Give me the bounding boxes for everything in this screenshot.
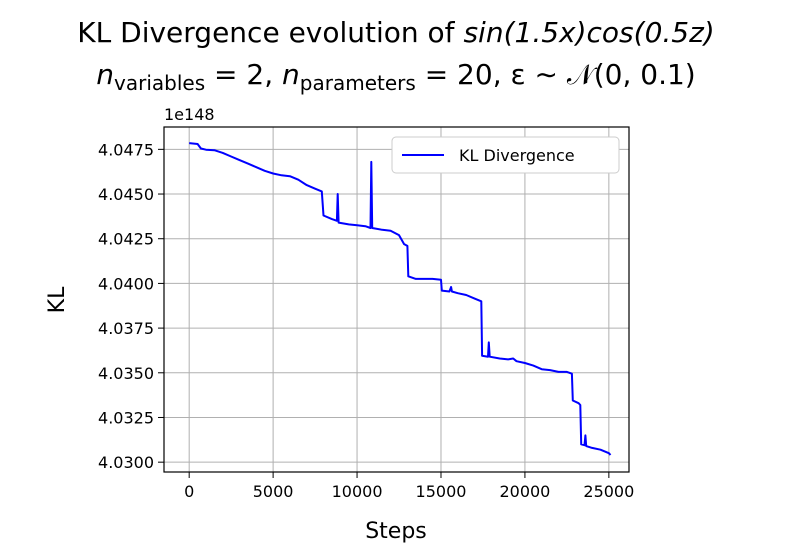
x-tick-label: 25000 [583,482,634,501]
y-offset-label: 1e148 [164,105,215,124]
y-tick-label: 4.0425 [98,230,154,249]
x-axis-label: Steps [365,519,427,544]
y-tick-label: 4.0400 [98,274,154,293]
kl-divergence-line [189,142,612,456]
series-group [189,142,612,456]
n-parameters-value: = 20, [416,58,511,91]
y-axis-ticks: 4.0300 4.0325 4.0350 4.0375 4.0400 4.0425 4.04… [98,140,164,472]
legend: KL Divergence [391,136,620,174]
n-variables-symbol: n [96,58,114,91]
x-tick-label: 0 [184,482,194,501]
legend-box [391,136,620,174]
n-parameters-subscript: parameters [300,71,416,95]
y-tick-label: 4.0350 [98,364,154,383]
chart-title-prefix: KL Divergence evolution of [77,16,463,49]
chart-title-expr-args: (1.5x)cos(0.5z) [504,16,715,49]
chart-title-expr: sin [463,16,503,49]
y-tick-label: 4.0475 [98,140,154,159]
x-tick-label: 20000 [499,482,550,501]
y-tick-label: 4.0375 [98,319,154,338]
chart-title-line2: nvariables = 2, nparameters = 20, ε ∼ 𝒩(… [96,58,695,95]
n-variables-subscript: variables [114,71,205,95]
plot-frame [163,126,630,473]
x-axis-ticks: 0 5000 10000 15000 20000 25000 [184,472,634,501]
x-tick-label: 10000 [332,482,383,501]
y-tick-label: 4.0325 [98,408,154,427]
chart-title-line1: KL Divergence evolution of sin(1.5x)cos(… [77,16,714,49]
y-tick-label: 4.0300 [98,453,154,472]
y-tick-label: 4.0450 [98,185,154,204]
noise-spec: ε ∼ 𝒩(0, 0.1) [511,58,696,91]
grid-lines [164,127,629,472]
n-parameters-symbol: n [282,58,300,91]
n-variables-value: = 2, [205,58,282,91]
legend-label: KL Divergence [459,146,575,165]
x-tick-label: 5000 [253,482,294,501]
y-axis-label: KL [45,286,70,313]
x-tick-label: 15000 [416,482,467,501]
